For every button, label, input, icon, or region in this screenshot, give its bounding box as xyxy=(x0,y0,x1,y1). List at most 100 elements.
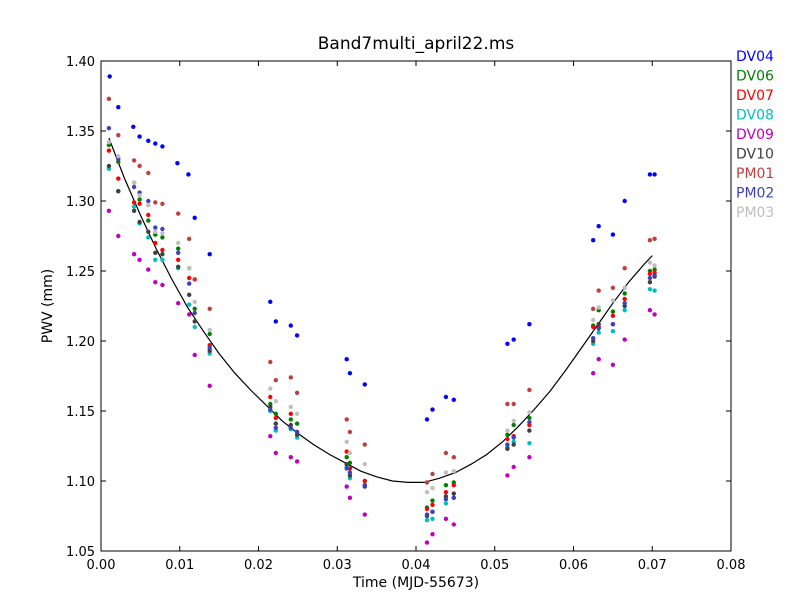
data-point xyxy=(192,299,197,304)
data-point xyxy=(647,271,653,276)
data-point xyxy=(176,250,181,255)
data-point xyxy=(527,322,532,327)
data-point xyxy=(106,126,112,131)
data-point xyxy=(591,306,596,311)
data-point xyxy=(451,483,456,488)
data-point xyxy=(596,326,601,331)
data-point xyxy=(430,509,435,514)
data-point xyxy=(131,204,137,209)
data-point xyxy=(192,324,197,330)
legend-entry-dv10: DV10 xyxy=(736,147,774,163)
data-point xyxy=(116,154,121,159)
data-point xyxy=(424,518,430,523)
data-point xyxy=(505,436,510,442)
y-tick-label: 1.30 xyxy=(66,195,95,210)
x-tick-label: 0.07 xyxy=(638,558,667,573)
data-point xyxy=(610,322,616,327)
data-point xyxy=(424,480,430,485)
data-point xyxy=(652,263,657,268)
data-point xyxy=(610,329,616,334)
data-point xyxy=(131,208,137,213)
y-tick-label: 1.10 xyxy=(66,475,95,490)
data-point xyxy=(344,466,349,471)
data-point xyxy=(131,200,137,205)
data-point xyxy=(430,532,435,537)
data-point xyxy=(146,218,151,223)
data-point xyxy=(451,455,456,460)
x-tick-label: 0.04 xyxy=(402,558,431,573)
data-point xyxy=(288,425,293,430)
data-point xyxy=(192,352,197,358)
data-point xyxy=(294,333,300,338)
data-point xyxy=(106,140,112,145)
fit-curve-layer xyxy=(108,137,653,483)
data-point xyxy=(451,491,456,496)
data-point xyxy=(187,281,192,286)
plot-frame xyxy=(100,60,732,552)
data-point xyxy=(294,429,300,435)
y-tick-label: 1.05 xyxy=(66,545,95,560)
data-point xyxy=(591,371,596,376)
data-point xyxy=(347,470,353,475)
data-point xyxy=(647,172,653,177)
data-point xyxy=(511,442,516,447)
data-point xyxy=(273,450,278,456)
data-point xyxy=(288,375,293,380)
data-point xyxy=(116,189,121,194)
data-point xyxy=(430,516,435,521)
x-tick-label: 0.00 xyxy=(87,558,116,573)
data-point xyxy=(160,282,165,288)
data-point xyxy=(527,410,532,415)
y-tick-label: 1.25 xyxy=(66,265,95,280)
data-point xyxy=(176,301,181,306)
y-tick-label: 1.20 xyxy=(66,335,95,350)
data-point xyxy=(622,337,627,342)
data-point xyxy=(622,296,627,302)
data-point xyxy=(424,506,430,512)
data-point xyxy=(347,450,353,456)
data-point xyxy=(511,464,516,470)
data-point xyxy=(622,198,627,204)
data-point xyxy=(344,439,349,444)
data-point xyxy=(137,219,142,225)
data-point xyxy=(137,257,142,262)
data-point xyxy=(344,357,349,362)
data-point xyxy=(344,455,349,460)
data-point xyxy=(160,257,165,262)
data-point xyxy=(362,462,367,467)
data-point xyxy=(160,235,165,240)
data-point xyxy=(443,470,449,475)
data-point xyxy=(443,501,449,506)
legend-entry-dv09: DV09 xyxy=(736,127,774,143)
data-point xyxy=(622,285,627,290)
legend: DV04 DV06 DV07 DV08 DV09 DV10 PM01 PM02 PM03 xyxy=(736,49,774,221)
data-point xyxy=(176,246,181,251)
data-point xyxy=(207,252,212,257)
data-point xyxy=(153,257,158,262)
data-point xyxy=(107,74,112,79)
data-point xyxy=(288,404,293,409)
data-point xyxy=(146,229,151,234)
data-point xyxy=(106,148,112,153)
data-point xyxy=(137,201,142,206)
data-point xyxy=(344,462,349,467)
data-point xyxy=(527,455,532,460)
data-point xyxy=(424,512,430,517)
data-point xyxy=(160,201,165,206)
data-point xyxy=(505,473,510,478)
data-point xyxy=(505,341,510,346)
data-point xyxy=(505,428,510,433)
data-point xyxy=(505,442,510,447)
data-point xyxy=(511,422,516,428)
data-point xyxy=(273,399,278,404)
data-point xyxy=(116,233,121,239)
data-point xyxy=(176,240,181,246)
x-tick-label: 0.06 xyxy=(559,558,588,573)
fit-curve-line xyxy=(108,137,653,483)
data-point xyxy=(443,497,449,502)
data-point xyxy=(268,299,273,304)
data-point xyxy=(347,371,353,376)
plot-area xyxy=(101,61,731,551)
data-point xyxy=(451,522,456,527)
